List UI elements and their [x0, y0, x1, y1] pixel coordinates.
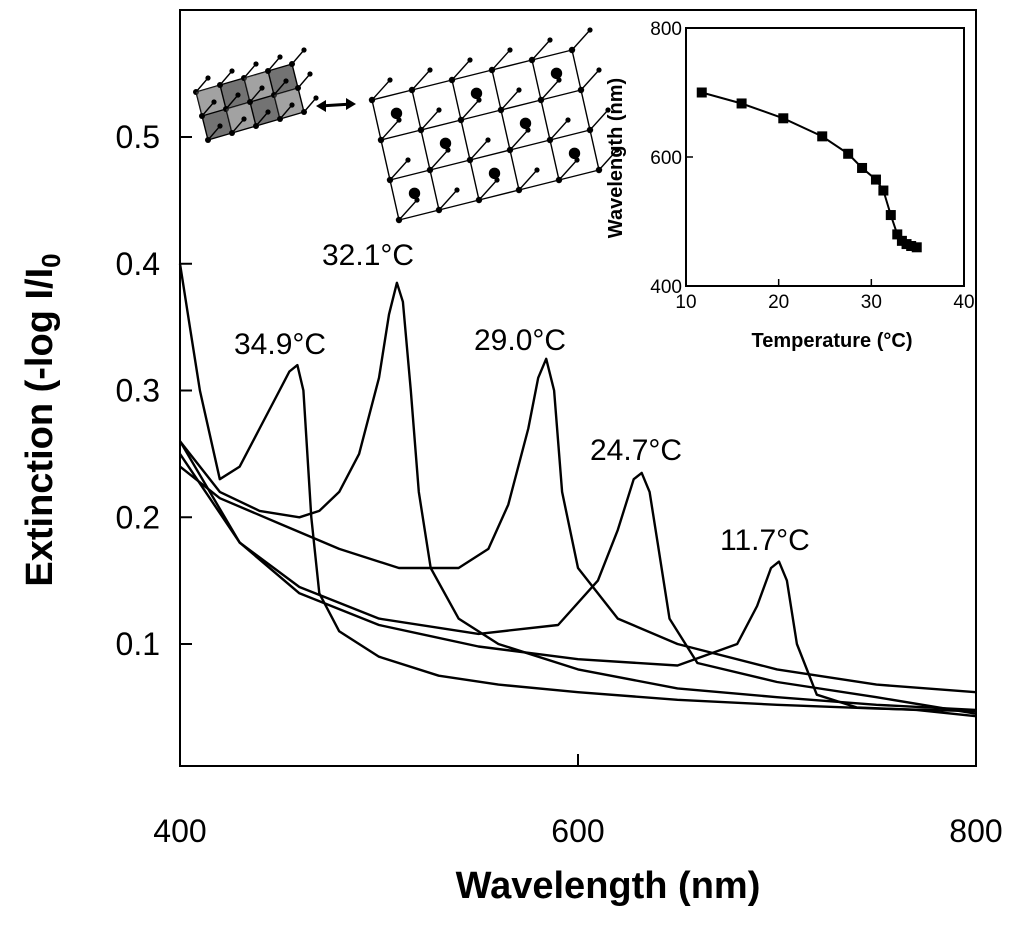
inset-chart: 10 20 30 40 400 600 800 Temperature (°C) Wavel…	[605, 19, 975, 352]
lattice-small-icon	[193, 47, 319, 143]
spectrum-line-247	[179, 453, 977, 715]
inset-x-title: Temperature (°C)	[752, 330, 913, 352]
inset-y-tick-label: 800	[650, 19, 682, 40]
inset-axes: 10 20 30 40 400 600 800	[650, 19, 974, 313]
y-axis-title-main: Extinction (-log I/I	[19, 268, 61, 587]
inset-point	[870, 174, 881, 185]
inset-point	[885, 210, 896, 221]
inset-x-tick-label: 20	[768, 292, 789, 313]
inset-x-tick-label: 30	[861, 292, 882, 313]
y-axis-title: Extinction (-log I/I0	[19, 253, 66, 586]
inset-point	[843, 148, 854, 159]
y-tick-label: 0.1	[116, 626, 160, 662]
x-tick-label: 600	[551, 813, 604, 849]
spectrum-line-117	[178, 440, 977, 718]
x-axis-title: Wavelength (nm)	[456, 865, 761, 907]
peak-label-32-1: 32.1°C	[322, 239, 414, 272]
inset-point	[906, 241, 917, 252]
x-tick-label: 400	[153, 813, 206, 849]
inset-point	[817, 131, 828, 142]
inset-point	[857, 162, 868, 173]
inset-y-title: Wavelength (nm)	[605, 78, 627, 238]
inset-point	[878, 185, 889, 196]
peak-label-11-7: 11.7°C	[720, 524, 810, 557]
y-tick-label: 0.4	[116, 246, 160, 282]
peak-label-24-7: 24.7°C	[590, 434, 682, 467]
y-tick-label: 0.5	[116, 119, 160, 155]
y-axis-title-subscript: 0	[36, 253, 66, 267]
y-tick-label: 0.3	[116, 373, 160, 409]
spectra-series	[178, 263, 977, 718]
inset-x-tick-label: 10	[675, 292, 696, 313]
inset-y-tick-label: 600	[650, 148, 682, 169]
inset-point	[778, 113, 789, 124]
peak-label-34-9: 34.9°C	[234, 328, 326, 361]
inset-point	[911, 242, 922, 253]
inset-x-tick-label: 40	[953, 292, 974, 313]
spectrum-line-349	[178, 263, 977, 713]
main-axes: 400 600 800 0.1 0.2 0.3 0.4 0.5	[116, 119, 1003, 849]
x-tick-label: 800	[949, 813, 1002, 849]
inset-series	[696, 87, 922, 253]
inset-frame	[685, 27, 965, 287]
y-tick-label: 0.2	[116, 499, 160, 535]
spectrum-line-290	[179, 357, 977, 694]
inset-y-tick-label: 400	[650, 277, 682, 298]
spectrum-line-321	[179, 281, 977, 712]
peak-label-29-0: 29.0°C	[474, 324, 566, 357]
lattice-large-icon	[368, 27, 620, 224]
inset-point	[736, 98, 747, 109]
inset-point	[892, 229, 903, 240]
double-arrow-icon	[316, 98, 356, 112]
inset-point	[696, 87, 707, 98]
